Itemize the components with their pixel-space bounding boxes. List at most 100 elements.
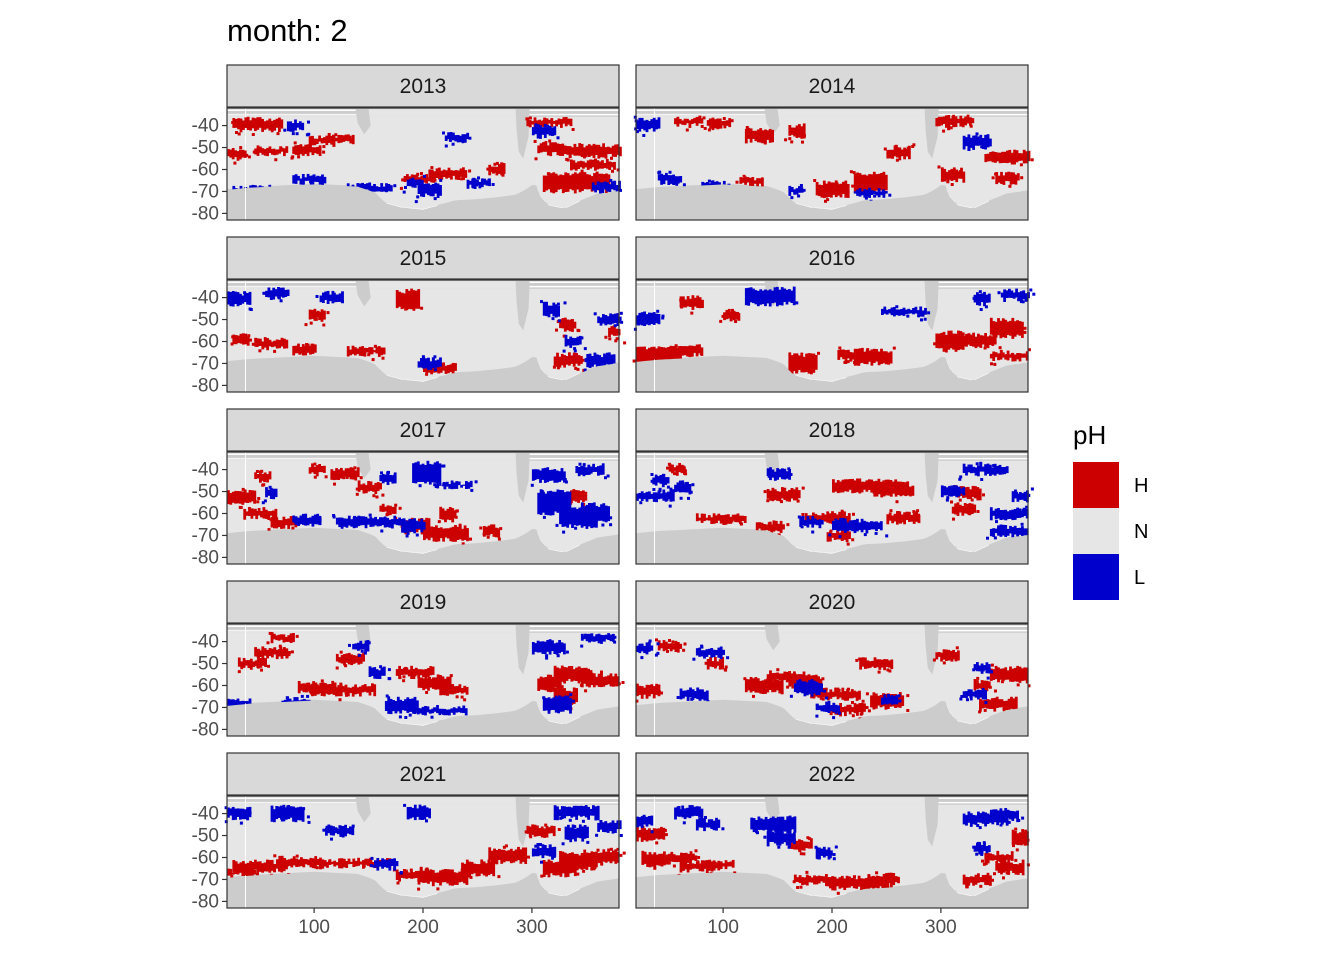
facet-panels: 2013-40-50-60-70-8020142015-40-50-60-70-… [192, 64, 1036, 938]
low-cell [272, 287, 276, 300]
low-cell [377, 187, 381, 192]
high-cell [799, 134, 802, 138]
high-cell [470, 861, 474, 875]
high-cell [458, 871, 462, 883]
low-cell [305, 133, 309, 137]
low-cell [768, 289, 772, 307]
facet-strip-label: 2017 [400, 419, 447, 442]
low-cell [352, 643, 355, 650]
low-cell [578, 462, 582, 466]
low-cell [870, 190, 874, 195]
high-cell [417, 887, 421, 891]
low-cell [1009, 525, 1012, 534]
high-cell [875, 174, 879, 191]
high-cell [896, 511, 899, 525]
high-cell [986, 872, 990, 886]
high-cell [622, 851, 626, 855]
low-cell [243, 295, 247, 299]
low-cell [609, 634, 613, 642]
high-cell [251, 133, 255, 136]
low-cell [655, 119, 658, 130]
high-cell [254, 118, 257, 132]
low-cell [1013, 509, 1017, 520]
low-cell [418, 521, 421, 529]
low-cell [965, 815, 968, 826]
low-cell [408, 713, 412, 717]
high-cell [808, 837, 812, 841]
high-cell [955, 169, 959, 183]
high-cell [524, 847, 528, 864]
high-cell [319, 468, 323, 472]
low-cell [413, 518, 416, 534]
high-cell [904, 485, 908, 497]
low-cell [570, 807, 574, 818]
high-cell [252, 661, 256, 668]
high-cell [678, 346, 682, 356]
low-cell [767, 474, 771, 478]
high-cell [237, 118, 240, 130]
high-cell [305, 343, 309, 346]
low-cell [554, 491, 557, 512]
low-cell [340, 300, 344, 304]
high-cell [739, 522, 743, 526]
high-cell [584, 154, 588, 158]
low-cell [599, 182, 602, 194]
high-cell [1004, 862, 1008, 872]
high-cell [583, 849, 587, 861]
low-cell [769, 467, 772, 481]
high-cell [643, 687, 646, 695]
low-cell [603, 353, 606, 367]
high-cell [574, 490, 578, 502]
low-cell [712, 649, 716, 657]
low-cell [616, 820, 620, 824]
high-cell [673, 467, 677, 472]
low-cell [979, 813, 983, 823]
high-cell [686, 863, 690, 873]
low-cell [593, 352, 597, 365]
low-cell [606, 474, 610, 478]
high-cell [600, 670, 603, 674]
low-cell [976, 824, 980, 827]
high-cell [347, 468, 350, 478]
high-cell [267, 511, 271, 520]
low-cell [270, 295, 274, 299]
high-cell [338, 698, 342, 702]
high-cell [805, 841, 808, 849]
low-cell [664, 477, 668, 485]
high-cell [561, 318, 565, 329]
high-anomaly-cells [674, 114, 1034, 203]
low-cell [307, 820, 311, 824]
high-cell [575, 146, 579, 156]
high-cell [1001, 151, 1004, 163]
low-cell [393, 867, 397, 871]
high-cell [350, 861, 353, 864]
high-cell [583, 854, 586, 869]
high-cell [304, 859, 308, 865]
high-cell [752, 678, 755, 692]
low-cell [1018, 492, 1022, 500]
high-cell [682, 296, 685, 308]
high-cell [376, 482, 380, 492]
low-cell [416, 461, 420, 482]
low-cell [989, 507, 993, 521]
low-cell [576, 827, 580, 838]
high-cell [311, 858, 315, 869]
high-cell [492, 859, 496, 877]
high-cell [851, 352, 855, 360]
low-cell [422, 183, 426, 197]
high-cell [495, 161, 499, 165]
low-cell [965, 137, 968, 147]
high-cell [992, 321, 996, 340]
low-cell [399, 699, 403, 714]
high-cell [986, 881, 990, 885]
low-cell [555, 312, 559, 316]
high-cell [795, 487, 799, 501]
low-cell [391, 519, 394, 529]
low-cell [992, 809, 996, 822]
high-cell [793, 127, 796, 137]
land-mass [924, 281, 939, 331]
low-cell [577, 805, 581, 816]
high-cell [550, 173, 553, 193]
high-cell [556, 143, 560, 156]
high-cell [322, 323, 326, 327]
